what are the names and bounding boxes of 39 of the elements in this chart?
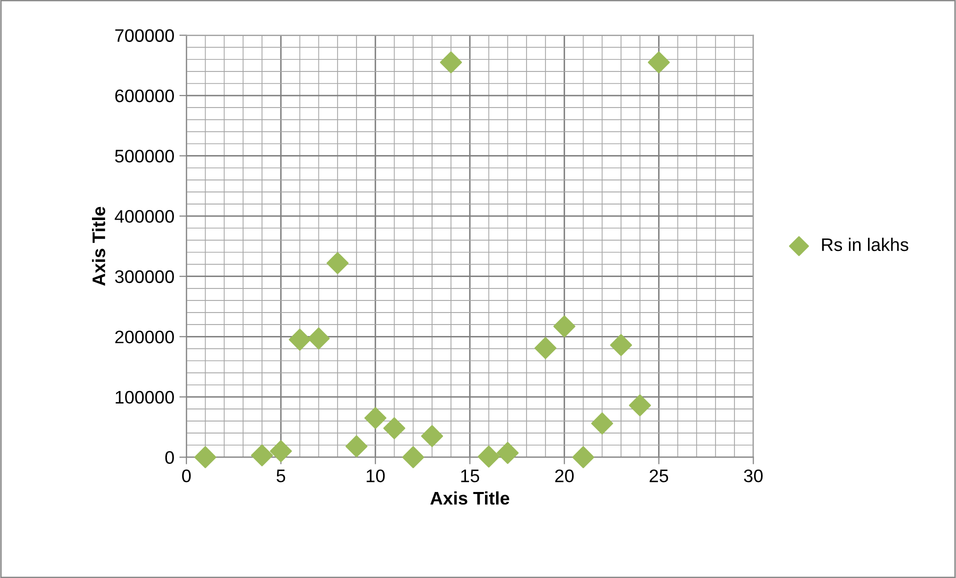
point (572, 446, 594, 468)
point (346, 435, 368, 458)
y-tick-label: 400000 (114, 210, 174, 223)
x-axis-title: Axis Title (430, 491, 510, 505)
point (364, 407, 386, 430)
x-tick-label: 10 (366, 469, 385, 482)
point (270, 440, 292, 462)
point (628, 394, 651, 416)
x-tick-label: 20 (555, 469, 574, 482)
point (591, 412, 614, 434)
point (251, 444, 274, 466)
point (648, 51, 670, 74)
point (194, 446, 216, 468)
point (308, 327, 330, 350)
point (553, 315, 576, 338)
y-tick-label: 300000 (115, 270, 174, 284)
x-tick-label: 25 (650, 469, 668, 482)
y-tick-label: 200000 (115, 330, 174, 344)
point (288, 328, 311, 351)
x-tick-label: 30 (744, 469, 763, 482)
y-tick-label: 600000 (115, 89, 174, 102)
point (478, 446, 500, 468)
point (534, 337, 556, 360)
point (421, 425, 444, 448)
legend-label: Rs in lakhs (822, 238, 908, 252)
point (496, 442, 519, 464)
point (383, 417, 406, 440)
x-tick-label: 0 (182, 469, 191, 482)
y-axis-title: Axis Title (92, 206, 106, 286)
point (326, 252, 349, 274)
y-tick-label: 700000 (115, 29, 174, 42)
x-tick-label: 5 (276, 470, 286, 482)
x-tick-label: 15 (461, 470, 480, 482)
point (402, 446, 424, 468)
y-tick-label: 500000 (115, 150, 174, 163)
point (440, 51, 462, 74)
point (610, 334, 632, 356)
y-tick-label: 100000 (116, 390, 174, 404)
y-tick-label: 0 (165, 451, 174, 464)
